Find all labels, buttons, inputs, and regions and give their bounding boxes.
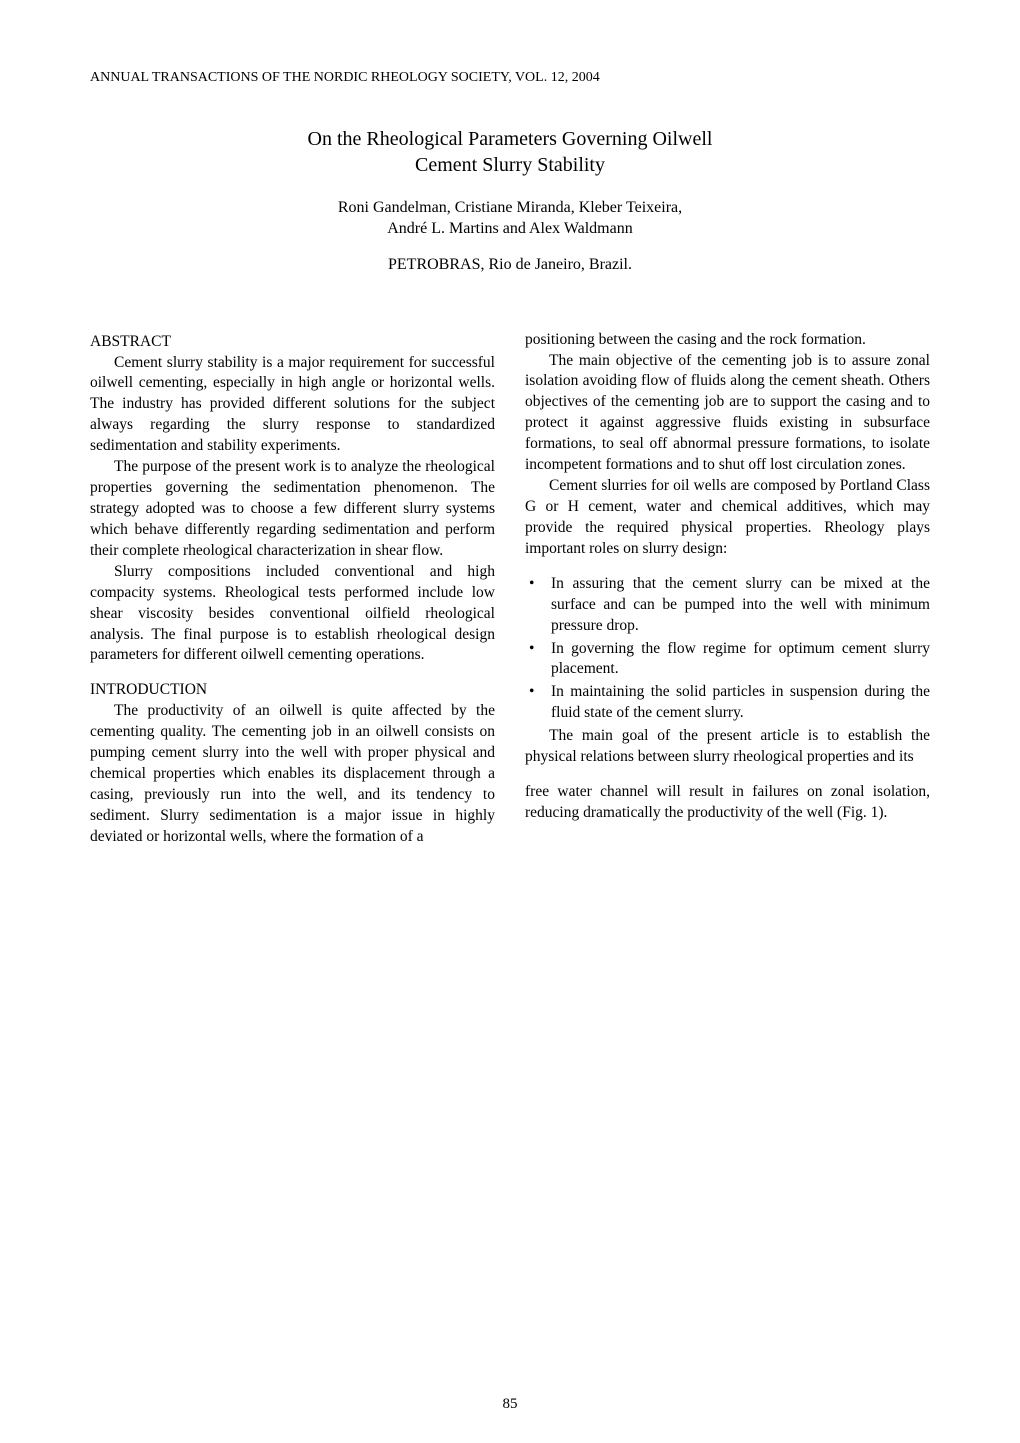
right-paragraph-3: Cement slurries for oil wells are compos…	[525, 476, 930, 560]
right-paragraph-4: The main goal of the present article is …	[525, 726, 930, 768]
left-column: ABSTRACT Cement slurry stability is a ma…	[90, 330, 495, 848]
page-number: 85	[0, 1396, 1020, 1413]
authors-line-1: Roni Gandelman, Cristiane Miranda, Klebe…	[338, 199, 682, 216]
introduction-heading: INTRODUCTION	[90, 680, 495, 701]
bullet-item-3: In maintaining the solid particles in su…	[525, 682, 930, 724]
title-line-1: On the Rheological Parameters Governing …	[308, 128, 713, 150]
right-paragraph-1: positioning between the casing and the r…	[525, 330, 930, 351]
abstract-paragraph-3: Slurry compositions included conventiona…	[90, 562, 495, 667]
journal-header: ANNUAL TRANSACTIONS OF THE NORDIC RHEOLO…	[90, 70, 930, 86]
abstract-paragraph-1: Cement slurry stability is a major requi…	[90, 353, 495, 458]
bullet-list: In assuring that the cement slurry can b…	[525, 574, 930, 724]
authors-line-2: André L. Martins and Alex Waldmann	[387, 220, 632, 237]
affiliation: PETROBRAS, Rio de Janeiro, Brazil.	[90, 256, 930, 274]
right-paragraph-2: The main objective of the cementing job …	[525, 351, 930, 477]
intro-paragraph-1: The productivity of an oilwell is quite …	[90, 701, 495, 847]
abstract-paragraph-2: The purpose of the present work is to an…	[90, 457, 495, 562]
right-column: positioning between the casing and the r…	[525, 330, 930, 848]
bullet-item-2: In governing the flow regime for optimum…	[525, 639, 930, 681]
right-paragraph-5: free water channel will result in failur…	[525, 782, 930, 824]
abstract-heading: ABSTRACT	[90, 332, 495, 353]
paper-title: On the Rheological Parameters Governing …	[90, 126, 930, 178]
two-column-body: ABSTRACT Cement slurry stability is a ma…	[90, 330, 930, 848]
title-line-2: Cement Slurry Stability	[415, 154, 605, 176]
bullet-item-1: In assuring that the cement slurry can b…	[525, 574, 930, 637]
authors-block: Roni Gandelman, Cristiane Miranda, Klebe…	[90, 198, 930, 240]
